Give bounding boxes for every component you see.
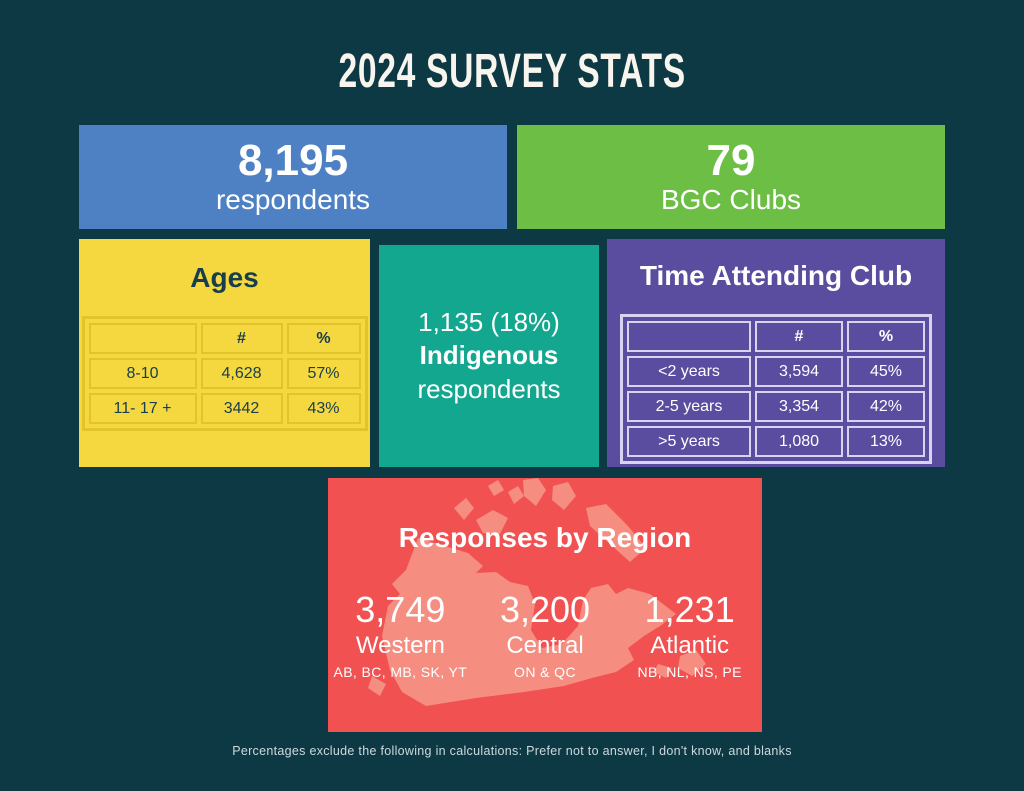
ages-table: # % 8-10 4,628 57% 11- 17 + 3442 43% [81, 316, 368, 431]
region-atlantic: 1,231 Atlantic NB, NL, NS, PE [617, 590, 762, 680]
time-header-pct: % [847, 321, 925, 352]
time-header-blank [627, 321, 751, 352]
ages-row-pct: 43% [286, 393, 361, 424]
ages-row-pct: 57% [286, 358, 361, 389]
region-provinces: AB, BC, MB, SK, YT [333, 664, 468, 681]
time-row-label: <2 years [627, 356, 751, 387]
table-row: 8-10 4,628 57% [88, 358, 361, 389]
ages-header-count: # [200, 323, 283, 354]
ages-card: Ages # % 8-10 4,628 57% 11- 17 + 3442 43… [79, 239, 370, 467]
ages-header-pct: % [286, 323, 361, 354]
region-central: 3,200 Central ON & QC [473, 590, 618, 680]
region-provinces: ON & QC [514, 664, 576, 681]
region-columns: 3,749 Western AB, BC, MB, SK, YT 3,200 C… [328, 590, 762, 680]
time-row-label: 2-5 years [627, 391, 751, 422]
canada-map-icon [368, 478, 706, 706]
time-attending-table: # % <2 years 3,594 45% 2-5 years 3,354 4… [620, 314, 932, 464]
region-name: Atlantic [650, 631, 730, 659]
region-value: 1,231 [644, 589, 735, 630]
ages-title: Ages [190, 262, 259, 293]
respondents-count: 8,195 [237, 135, 349, 185]
table-row: 2-5 years 3,354 42% [627, 391, 925, 422]
time-header-row: # % [627, 321, 925, 352]
ages-header-blank [88, 323, 197, 354]
ages-row-label: 8-10 [88, 358, 197, 389]
indigenous-label: respondents [417, 373, 561, 404]
region-name: Western [355, 631, 445, 659]
region-value: 3,749 [355, 589, 446, 630]
time-row-pct: 45% [847, 356, 925, 387]
clubs-count: 79 [706, 135, 756, 185]
time-header-count: # [755, 321, 843, 352]
footnote: Percentages exclude the following in cal… [232, 744, 792, 758]
time-row-pct: 13% [847, 426, 925, 457]
indigenous-count: 1,135 (18%) [418, 307, 560, 338]
table-row: 11- 17 + 3442 43% [88, 393, 361, 424]
table-row: <2 years 3,594 45% [627, 356, 925, 387]
time-attending-title: Time Attending Club [639, 260, 913, 291]
indigenous-word: Indigenous [419, 340, 559, 371]
respondents-label: respondents [215, 184, 371, 215]
region-western: 3,749 Western AB, BC, MB, SK, YT [328, 590, 473, 680]
page-title-text: 2024 SURVEY STATS [338, 45, 686, 98]
time-row-count: 3,354 [755, 391, 843, 422]
time-row-pct: 42% [847, 391, 925, 422]
region-name: Central [506, 631, 584, 659]
ages-row-count: 3442 [200, 393, 283, 424]
time-row-label: >5 years [627, 426, 751, 457]
ages-row-count: 4,628 [200, 358, 283, 389]
table-row: >5 years 1,080 13% [627, 426, 925, 457]
region-provinces: NB, NL, NS, PE [637, 664, 742, 681]
time-row-count: 1,080 [755, 426, 843, 457]
ages-row-label: 11- 17 + [88, 393, 197, 424]
ages-header-row: # % [88, 323, 361, 354]
regions-card: Responses by Region 3,749 Western AB, BC… [328, 478, 762, 732]
time-attending-card: Time Attending Club # % <2 years 3,594 4… [607, 239, 945, 467]
indigenous-card: 1,135 (18%) Indigenous respondents [379, 245, 599, 467]
clubs-stat-card: 79 BGC Clubs [517, 125, 945, 229]
page-title: 2024 SURVEY STATS [0, 44, 1024, 99]
clubs-label: BGC Clubs [660, 184, 802, 215]
respondents-stat-card: 8,195 respondents [79, 125, 507, 229]
regions-title: Responses by Region [398, 522, 692, 553]
time-row-count: 3,594 [755, 356, 843, 387]
region-value: 3,200 [499, 589, 591, 630]
